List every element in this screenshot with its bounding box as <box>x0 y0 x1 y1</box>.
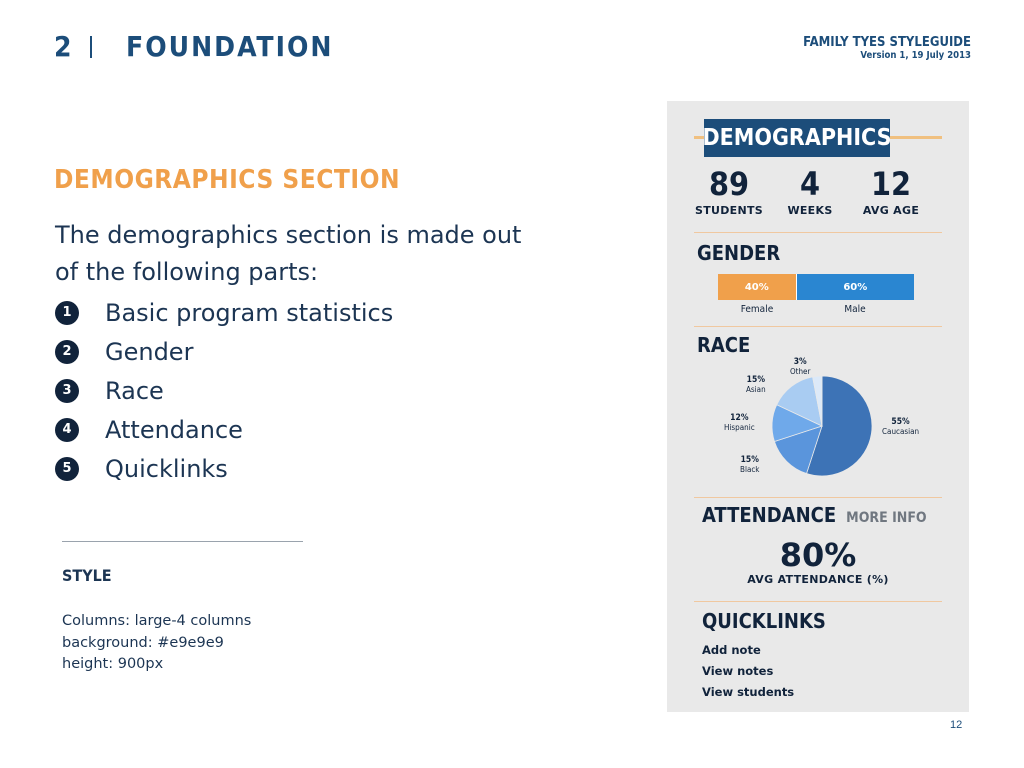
list-item-label: Quicklinks <box>105 454 228 483</box>
section-divider <box>694 601 942 602</box>
demographics-panel: DEMOGRAPHICS 89 STUDENTS 4 WEEKS 12 AVG … <box>667 101 969 712</box>
section-number: 2 <box>54 30 73 63</box>
race-pie-chart: 55% Caucasian 15% Black 12% Hispanic 15% Asi… <box>722 351 922 491</box>
list-item-label: Gender <box>105 337 194 366</box>
pie-label-caucasian: 55% Caucasian <box>882 417 920 436</box>
quicklinks-list: Add note View notes View students <box>702 643 794 706</box>
gender-bar-female: 40% <box>718 274 797 300</box>
number-badge: 2 <box>55 339 79 364</box>
more-info-link[interactable]: MORE INFO <box>846 510 927 526</box>
gender-bar: 40% 60% <box>718 274 914 300</box>
list-item-label: Basic program statistics <box>105 298 394 327</box>
gender-labels: Female Male <box>718 304 914 315</box>
gender-label-male: Male <box>844 304 866 315</box>
attendance-value: 80% <box>779 536 857 574</box>
number-badge: 4 <box>55 417 79 442</box>
pie-label-asian: 15% Asian <box>746 375 766 394</box>
pie-label-other: 3% Other <box>790 357 811 376</box>
stat-value: 89 <box>708 165 750 203</box>
style-line: height: 900px <box>62 656 164 672</box>
number-badge: 5 <box>55 456 79 481</box>
list-item-label: Race <box>105 376 164 405</box>
stat-avg-age: 12 AVG AGE <box>846 166 936 217</box>
stat-value: 4 <box>799 165 821 203</box>
pie-label-hispanic: 12% Hispanic <box>724 413 755 432</box>
pie-slice-other <box>812 375 823 427</box>
list-item: 1 Basic program statistics <box>55 293 393 332</box>
stat-students: 89 STUDENTS <box>684 166 774 217</box>
styleguide-title: FAMILY TYES STYLEGUIDE <box>803 35 971 50</box>
gender-label-female: Female <box>740 304 774 315</box>
section-title: FOUNDATION <box>126 30 334 63</box>
pie-label-black: 15% Black <box>740 455 760 474</box>
number-badge: 3 <box>55 378 79 403</box>
race-heading: RACE <box>697 333 751 357</box>
intro-text: The demographics section is made out of … <box>55 221 522 286</box>
stat-label: WEEKS <box>787 204 833 217</box>
list-item: 3 Race <box>55 371 393 410</box>
style-divider <box>62 541 303 542</box>
number-badge: 1 <box>55 300 79 325</box>
race-pie-svg <box>771 375 873 477</box>
section-divider <box>694 497 942 498</box>
gender-heading: GENDER <box>697 241 781 265</box>
panel-title: DEMOGRAPHICS <box>702 119 892 157</box>
attendance-heading: ATTENDANCE <box>702 503 837 527</box>
stat-weeks: 4 WEEKS <box>765 166 855 217</box>
style-line: Columns: large-4 columns <box>62 613 252 629</box>
page-number: 12 <box>950 719 963 731</box>
list-item: 5 Quicklinks <box>55 449 393 488</box>
stat-value: 12 <box>870 165 912 203</box>
attendance-label: AVG ATTENDANCE (%) <box>747 573 889 586</box>
list-item: 4 Attendance <box>55 410 393 449</box>
stat-label: STUDENTS <box>694 204 764 217</box>
header-separator <box>90 36 92 58</box>
list-item-label: Attendance <box>105 415 243 444</box>
style-label: STYLE <box>62 566 112 585</box>
list-item: 2 Gender <box>55 332 393 371</box>
styleguide-version: Version 1, 19 July 2013 <box>860 50 971 61</box>
content-heading: DEMOGRAPHICS SECTION <box>54 165 401 195</box>
parts-list: 1 Basic program statistics 2 Gender 3 Race … <box>55 293 393 488</box>
quicklink-view-notes[interactable]: View notes <box>702 664 774 678</box>
quicklink-add-note[interactable]: Add note <box>702 643 761 657</box>
attendance-header: ATTENDANCE MORE INFO <box>702 503 927 527</box>
gender-bar-male: 60% <box>796 274 914 300</box>
style-line: background: #e9e9e9 <box>62 634 224 651</box>
style-spec: Columns: large-4 columns background: #e9… <box>62 611 251 676</box>
section-divider <box>694 326 942 327</box>
stat-label: AVG AGE <box>862 204 920 217</box>
section-divider <box>694 232 942 233</box>
quicklinks-heading: QUICKLINKS <box>702 609 826 633</box>
quicklink-view-students[interactable]: View students <box>702 685 795 699</box>
pie-slice-caucasian <box>806 375 873 477</box>
